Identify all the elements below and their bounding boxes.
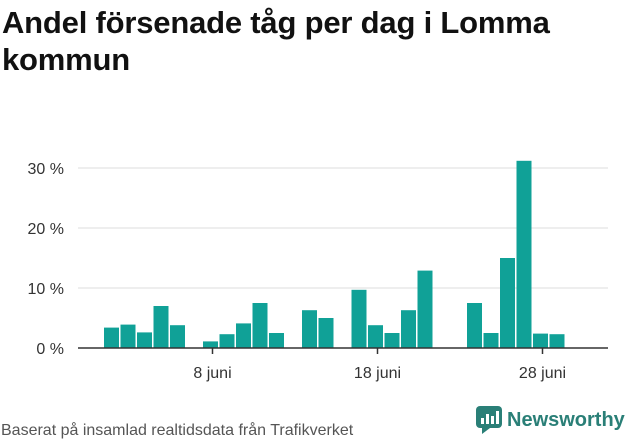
- y-axis: 0 % 10 % 20 % 30 %: [28, 161, 64, 358]
- y-tick-label: 10 %: [28, 281, 64, 298]
- y-tick-label: 20 %: [28, 221, 64, 238]
- bar: [516, 160, 532, 348]
- bar: [269, 333, 284, 348]
- y-tick-label: 0 %: [36, 341, 64, 358]
- bar: [549, 334, 565, 348]
- bar-chart: 0 % 10 % 20 % 30 % 8 juni 18 juni 28 juni: [28, 160, 608, 382]
- newsworthy-logo-icon: [476, 406, 502, 434]
- x-tick-label: 28 juni: [519, 365, 566, 382]
- bar: [252, 303, 268, 348]
- newsworthy-logo-text: Newsworthy: [507, 408, 625, 431]
- bar: [500, 258, 515, 348]
- bar: [170, 325, 185, 348]
- bar: [467, 303, 482, 348]
- bar: [219, 334, 235, 348]
- bar: [153, 306, 169, 348]
- bar: [120, 324, 136, 348]
- newsworthy-logo[interactable]: Newsworthy: [476, 406, 625, 434]
- source-note: Baserat på insamlad realtidsdata från Tr…: [1, 422, 354, 439]
- bar: [483, 333, 499, 348]
- bar: [368, 325, 383, 348]
- bar: [533, 333, 548, 348]
- bar: [302, 310, 317, 348]
- bar: [351, 289, 367, 348]
- bar: [137, 332, 152, 348]
- bar: [318, 318, 334, 348]
- y-tick-label: 30 %: [28, 161, 64, 178]
- x-tick-label: 18 juni: [354, 365, 401, 382]
- bar: [384, 333, 400, 348]
- bar: [236, 323, 251, 348]
- bar: [401, 310, 416, 348]
- bars: [104, 160, 565, 348]
- x-axis: 8 juni 18 juni 28 juni: [78, 347, 608, 382]
- bar: [417, 270, 433, 348]
- chart-title: Andel försenade tåg per dag i Lomma komm…: [2, 5, 550, 77]
- x-tick-label: 8 juni: [193, 365, 231, 382]
- bar: [203, 341, 218, 348]
- bar: [104, 327, 119, 348]
